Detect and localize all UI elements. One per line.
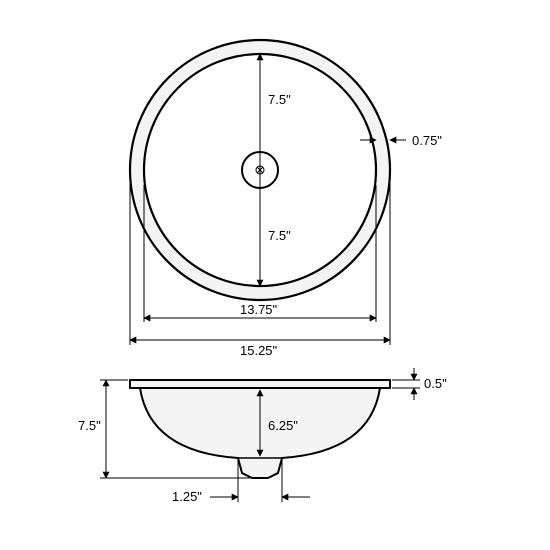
bowl-depth-label: 6.25" bbox=[268, 418, 298, 433]
rim-height-callout: 0.5" bbox=[392, 368, 447, 400]
rim-thickness-label: 0.75" bbox=[412, 133, 442, 148]
side-view: 0.5" 6.25" 7.5" 1.25" bbox=[78, 368, 447, 504]
rim-height-label: 0.5" bbox=[424, 376, 447, 391]
overall-height-label: 7.5" bbox=[78, 418, 101, 433]
radius-upper-label: 7.5" bbox=[268, 92, 291, 107]
outer-dia-label: 15.25" bbox=[240, 343, 278, 358]
rim-flange bbox=[130, 380, 390, 388]
top-view: 7.5" 7.5" 0.75" 13.75" 15.25" bbox=[130, 40, 442, 358]
radius-lower-label: 7.5" bbox=[268, 228, 291, 243]
inner-dia-label: 13.75" bbox=[240, 302, 278, 317]
drain-width-label: 1.25" bbox=[172, 489, 202, 504]
